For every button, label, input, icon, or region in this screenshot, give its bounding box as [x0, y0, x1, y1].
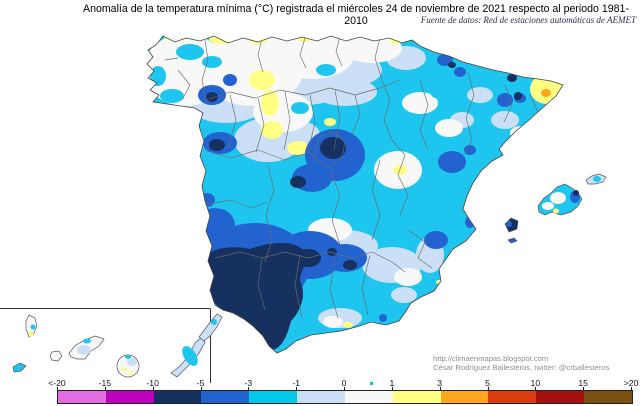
mainland-spain — [146, 35, 564, 354]
legend-tick-mark — [439, 387, 441, 390]
ibiza-island — [504, 217, 519, 233]
legend-color-segment — [488, 391, 537, 403]
legend-tick-mark — [57, 387, 58, 390]
legend-color-segment — [201, 391, 250, 403]
legend-tick-label: -1 — [292, 378, 300, 388]
legend-tick-mark — [344, 387, 345, 390]
legend-tick-mark — [200, 387, 202, 390]
legend-tick-label: 15 — [578, 378, 588, 388]
canary-islands-inset — [12, 313, 223, 378]
anomaly-field — [147, 36, 563, 350]
legend-color-segment — [440, 391, 489, 403]
credits-block: http://climaenmapas.blogspot.com César R… — [433, 354, 610, 372]
legend-color-segment — [392, 391, 441, 403]
tenerife-island — [68, 335, 105, 360]
scale-cyan-dot-marker — [370, 382, 373, 385]
map-title: Anomalía de la temperatura mínima (°C) r… — [83, 3, 629, 27]
legend-ticks — [57, 387, 632, 390]
legend-tick-mark — [391, 387, 393, 390]
legend: <-20 -15 -10 -5 -3 -1 0 1 3 5 10 15 >20 — [48, 378, 638, 404]
formentera-island — [507, 237, 518, 244]
legend-tick-labels: <-20 -15 -10 -5 -3 -1 0 1 3 5 10 15 >20 — [48, 378, 638, 388]
legend-tick-label: 3 — [437, 378, 443, 388]
legend-color-segment — [584, 391, 632, 403]
legend-color-segment — [297, 391, 345, 403]
credits-author: César Rodríguez Ballesteros, twitter: @c… — [433, 363, 610, 372]
data-source-note: Fuente de datos: Red de estaciones autom… — [420, 15, 636, 25]
legend-tick-mark — [487, 387, 489, 390]
legend-tick-label: 5 — [485, 378, 490, 388]
legend-tick-label: -3 — [244, 378, 253, 388]
balearic-islands — [504, 173, 607, 244]
legend-tick-mark — [535, 387, 537, 390]
legend-tick-label: 1 — [389, 378, 395, 388]
la-palma-island — [25, 314, 38, 338]
legend-tick-label: 10 — [530, 378, 541, 388]
la-gomera-island — [49, 350, 63, 362]
legend-color-segment — [344, 391, 393, 403]
legend-bar — [57, 390, 633, 404]
fuerteventura-island — [170, 337, 206, 378]
legend-tick-label: -10 — [146, 378, 159, 388]
legend-color-segment — [105, 391, 154, 403]
legend-tick-label: 0 — [341, 378, 347, 388]
canary-inset-frame — [0, 308, 211, 383]
legend-tick-mark — [583, 387, 585, 390]
legend-tick-mark — [248, 387, 250, 390]
legend-color-segment — [536, 391, 585, 403]
gran-canaria-island — [116, 354, 140, 378]
lanzarote-island — [198, 313, 223, 342]
legend-tick-mark — [631, 387, 632, 390]
province-borders — [164, 36, 539, 319]
menorca-island — [585, 173, 607, 185]
mallorca-island — [537, 183, 583, 216]
legend-tick-mark — [152, 387, 154, 390]
legend-tick-label: -5 — [196, 378, 205, 388]
legend-tick-label: >20 — [623, 378, 639, 388]
legend-tick-mark — [104, 387, 106, 390]
legend-color-segment — [249, 391, 298, 403]
credits-url: http://climaenmapas.blogspot.com — [433, 354, 549, 363]
legend-color-segment — [153, 391, 202, 403]
legend-tick-mark — [296, 387, 298, 390]
legend-tick-label: -15 — [98, 378, 112, 388]
el-hierro-island — [12, 362, 27, 373]
legend-tick-label: <-20 — [48, 378, 66, 388]
legend-color-segment — [58, 391, 106, 403]
